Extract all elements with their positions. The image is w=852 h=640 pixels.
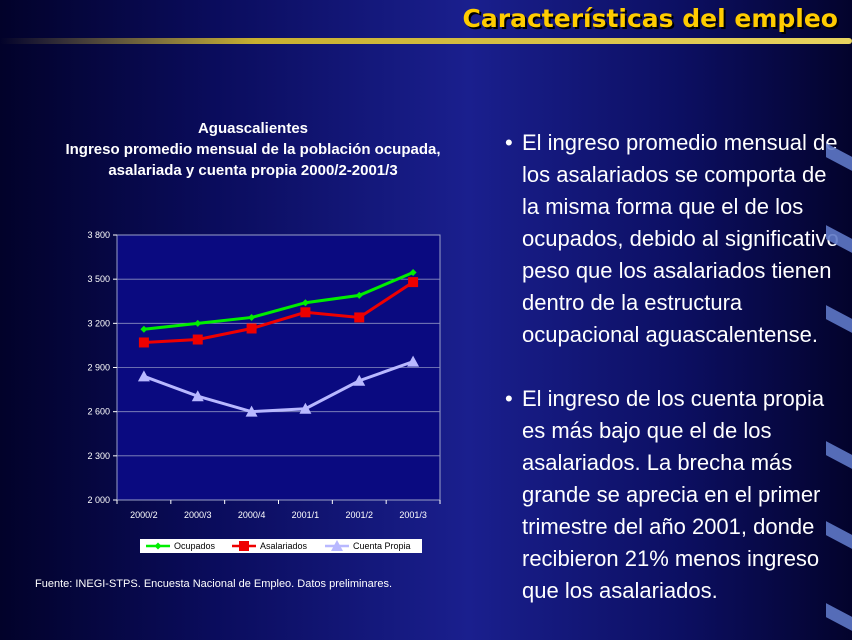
data-point-asalariados	[246, 323, 257, 334]
bullet-line: peso que los asalariados tienen	[522, 258, 832, 283]
x-tick-label: 2000/2	[130, 510, 158, 520]
bullet-line: dentro de la estructura	[522, 290, 743, 315]
series-line-ocupados	[143, 271, 414, 331]
data-point-cuenta-propia	[407, 355, 420, 367]
slide-title: Características del empleo	[462, 4, 838, 33]
data-point-cuenta-propia	[299, 402, 312, 414]
bullet-line: ocupados, debido al significativo	[522, 226, 839, 251]
bullet-asalariados: • El ingreso promedio mensual de los asa…	[505, 127, 845, 351]
data-point-asalariados	[354, 312, 365, 323]
x-tick-label: 2000/4	[238, 510, 266, 520]
data-point-asalariados	[408, 277, 419, 288]
chart-title-line-3: asalariada y cuenta propia 2000/2-2001/3	[108, 162, 398, 179]
data-point-ocupados	[355, 291, 363, 299]
data-point-ocupados	[248, 313, 256, 321]
data-point-cuenta-propia	[353, 374, 366, 386]
bullet-line: los asalariados se comporta de	[522, 162, 827, 187]
chart-title-line-2: Ingreso promedio mensual de la población…	[65, 141, 441, 158]
bullet-dot: •	[505, 130, 513, 155]
y-tick-label: 2 300	[87, 451, 110, 461]
legend-label-cuenta-propia: Cuenta Propia	[353, 541, 411, 551]
data-point-cuenta-propia	[245, 405, 258, 417]
x-tick-label: 2001/2	[345, 510, 373, 520]
data-point-cuenta-propia	[137, 370, 150, 382]
bullet-line: trimestre del año 2001, donde	[522, 514, 815, 539]
y-tick-label: 3 200	[87, 318, 110, 328]
bullet-line: es más bajo que el de los	[522, 418, 772, 443]
y-tick-label: 2 000	[87, 495, 110, 505]
data-point-asalariados	[138, 337, 149, 348]
data-point-asalariados	[300, 307, 311, 318]
legend-marker-asalariados	[239, 541, 249, 551]
title-underline	[0, 38, 852, 44]
y-tick-label: 2 600	[87, 407, 110, 417]
bullet-line: grande se aprecia en el primer	[522, 482, 821, 507]
data-point-asalariados	[192, 334, 203, 345]
series-line-asalariados	[143, 280, 414, 344]
x-tick-label: 2001/3	[399, 510, 427, 520]
data-point-ocupados	[301, 299, 309, 307]
legend-label-ocupados: Ocupados	[174, 541, 216, 551]
legend-marker-cuenta-propia	[331, 540, 343, 551]
series-line-cuenta-propia	[143, 360, 414, 414]
data-point-ocupados	[194, 319, 202, 327]
source-footnote: Fuente: INEGI-STPS. Encuesta Nacional de…	[35, 578, 393, 590]
legend-marker-ocupados	[154, 542, 162, 550]
data-point-ocupados	[140, 325, 148, 333]
bullet-line: que los asalariados.	[522, 578, 718, 603]
bullet-line: recibieron 21% menos ingreso	[522, 546, 820, 571]
bullet-line: El ingreso de los cuenta propia	[522, 386, 825, 411]
y-tick-label: 3 500	[87, 274, 110, 284]
chart-title-line-1: Aguascalientes	[197, 120, 309, 137]
bullet-line: ocupacional aguascalentense.	[522, 322, 819, 347]
bullet-line: la misma forma que el de los	[522, 194, 804, 219]
x-tick-label: 2000/3	[184, 510, 212, 520]
legend-box	[140, 539, 422, 553]
data-point-cuenta-propia	[191, 390, 204, 402]
y-tick-label: 2 900	[87, 363, 110, 373]
bullet-line: asalariados. La brecha más	[522, 450, 793, 475]
y-tick-label: 3 800	[87, 230, 110, 240]
legend-label-asalariados: Asalariados	[260, 541, 308, 551]
data-point-ocupados	[409, 269, 417, 277]
bullet-dot: •	[505, 386, 513, 411]
x-tick-label: 2001/1	[292, 510, 320, 520]
bullet-line: El ingreso promedio mensual de	[522, 130, 838, 155]
bullet-cuenta-propia: • El ingreso de los cuenta propia es más…	[505, 383, 845, 607]
chart-title: Aguascalientes Ingreso promedio mensual …	[18, 118, 488, 181]
